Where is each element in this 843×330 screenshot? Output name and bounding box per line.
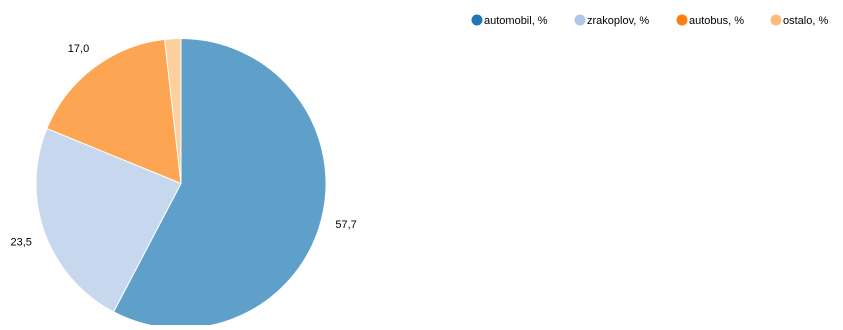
legend: automobil, % zrakoplov, % autobus, % ostalo… [471,14,828,27]
data-label-0: 57,7 [335,219,356,231]
pie-slice-1 [35,127,182,313]
legend-marker-2 [676,14,688,26]
legend-label-3: ostalo, % [783,15,828,27]
legend-marker-3 [770,14,782,26]
legend-item-3: ostalo, % [770,14,828,27]
data-label-1: 23,5 [11,237,32,249]
legend-marker-0 [471,14,483,26]
legend-item-1: zrakoplov, % [574,14,649,27]
pie-slices [35,37,327,329]
legend-label-2: autobus, % [689,15,744,27]
legend-item-0: automobil, % [471,14,548,27]
pie-data-labels: 57,7 23,5 17,0 [11,43,357,249]
legend-marker-1 [574,14,586,26]
legend-label-0: automobil, % [484,15,548,27]
data-label-2: 17,0 [68,43,89,55]
legend-label-1: zrakoplov, % [587,15,649,27]
pie-slice-3 [164,37,182,184]
pie-slice-2 [46,38,182,185]
legend-item-2: autobus, % [676,14,744,27]
